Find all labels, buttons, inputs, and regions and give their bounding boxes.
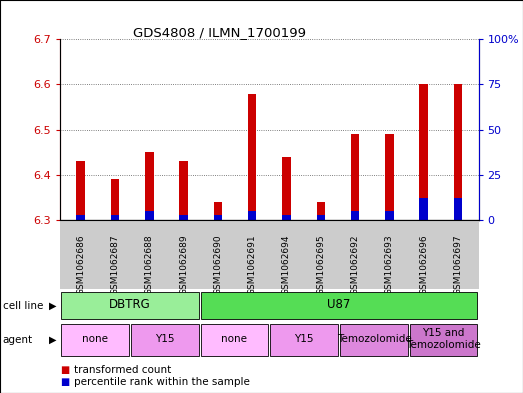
Bar — [282, 157, 291, 220]
Bar — [201, 292, 477, 319]
Bar — [282, 215, 291, 220]
Text: U87: U87 — [327, 298, 351, 312]
Text: GDS4808 / ILMN_1700199: GDS4808 / ILMN_1700199 — [133, 26, 306, 39]
Text: none: none — [82, 334, 108, 344]
Bar — [453, 84, 462, 220]
Bar — [410, 324, 477, 356]
Text: Y15 and
Temozolomide: Y15 and Temozolomide — [406, 329, 481, 350]
Text: ▶: ▶ — [49, 335, 56, 345]
Bar — [351, 211, 359, 220]
Bar — [145, 152, 154, 220]
Text: Y15: Y15 — [155, 334, 175, 344]
Bar — [419, 198, 428, 220]
Text: ■: ■ — [60, 377, 70, 387]
Bar — [213, 202, 222, 220]
Text: Temozolomide: Temozolomide — [337, 334, 411, 344]
Text: percentile rank within the sample: percentile rank within the sample — [74, 377, 250, 387]
Bar — [316, 202, 325, 220]
Text: DBTRG: DBTRG — [109, 298, 151, 312]
Bar — [61, 292, 199, 319]
Bar — [111, 180, 119, 220]
Bar — [76, 162, 85, 220]
Bar — [419, 84, 428, 220]
Bar — [61, 324, 129, 356]
Bar — [453, 198, 462, 220]
Bar — [201, 324, 268, 356]
Text: Y15: Y15 — [294, 334, 314, 344]
Text: ■: ■ — [60, 365, 70, 375]
Bar — [316, 215, 325, 220]
Bar — [248, 211, 256, 220]
Bar — [213, 215, 222, 220]
Bar — [111, 215, 119, 220]
Text: ▶: ▶ — [49, 301, 56, 311]
Bar — [270, 324, 338, 356]
Bar — [76, 215, 85, 220]
Text: none: none — [221, 334, 247, 344]
Text: agent: agent — [3, 335, 33, 345]
Bar — [179, 162, 188, 220]
Bar — [385, 211, 394, 220]
Text: transformed count: transformed count — [74, 365, 172, 375]
Bar — [340, 324, 408, 356]
Bar — [248, 94, 256, 220]
Bar — [145, 211, 154, 220]
Text: cell line: cell line — [3, 301, 43, 311]
Bar — [351, 134, 359, 220]
Bar — [385, 134, 394, 220]
Bar — [131, 324, 199, 356]
Bar — [179, 215, 188, 220]
